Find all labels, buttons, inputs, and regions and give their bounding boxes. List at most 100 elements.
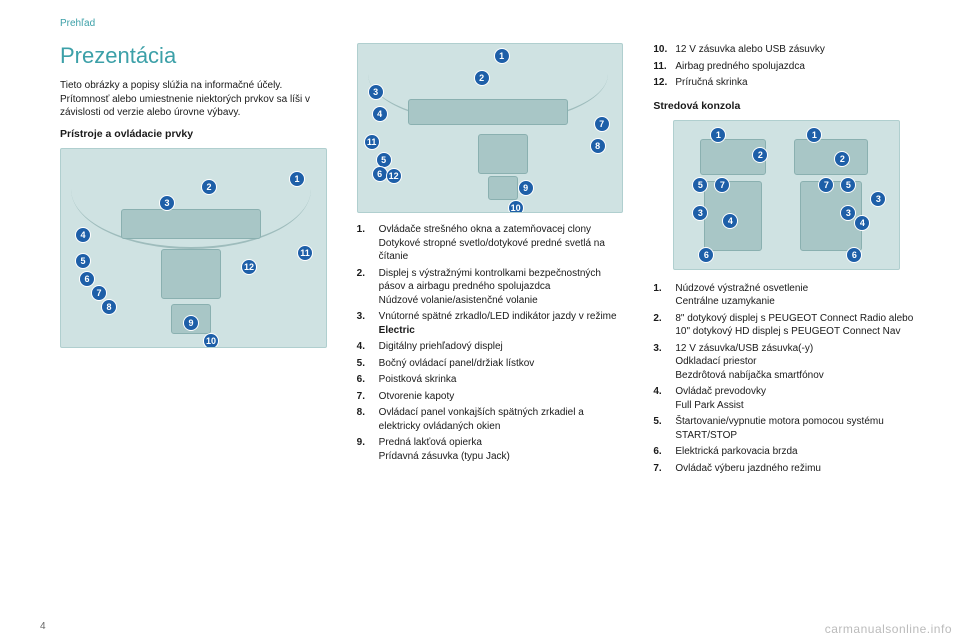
callout-badge: 1 (289, 171, 305, 187)
list-item: 4.Ovládač prevodovkyFull Park Assist (653, 385, 920, 412)
callout-badge: 4 (372, 106, 388, 122)
list-item-line: Núdzové volanie/asistenčné volanie (379, 294, 624, 308)
callout-badge: 6 (698, 247, 714, 263)
list-item-line: Vnútorné spätné zrkadlo/LED indikátor ja… (379, 310, 624, 337)
list-item-line: Bezdrôtová nabíjačka smartfónov (675, 369, 920, 383)
callout-badge: 8 (101, 299, 117, 315)
list-item-number: 5. (357, 357, 379, 371)
column-1: Prezentácia Tieto obrázky a popisy slúži… (60, 43, 327, 478)
list-item-text: Vnútorné spätné zrkadlo/LED indikátor ja… (379, 310, 624, 337)
callout-badge: 1 (806, 127, 822, 143)
callout-badge: 2 (834, 151, 850, 167)
list-item-text: Núdzové výstražné osvetlenieCentrálne uz… (675, 282, 920, 309)
list-item: 12.Príručná skrinka (653, 76, 920, 90)
list-item-text: Displej s výstražnými kontrolkami bezpeč… (379, 267, 624, 308)
list-item-number: 11. (653, 60, 675, 74)
callout-badge: 7 (714, 177, 730, 193)
callout-badge: 9 (518, 180, 534, 196)
list-item-text: Digitálny priehľadový displej (379, 340, 624, 354)
list-item-number: 1. (357, 223, 379, 264)
list-item: 5.Bočný ovládací panel/držiak lístkov (357, 357, 624, 371)
list-item-text: Ovládače strešného okna a zatemňovacej c… (379, 223, 624, 264)
callout-badge: 7 (91, 285, 107, 301)
list-item: 9.Predná lakťová opierkaPrídavná zásuvka… (357, 436, 624, 463)
list-item-text: Bočný ovládací panel/držiak lístkov (379, 357, 624, 371)
list-item: 6.Elektrická parkovacia brzda (653, 445, 920, 459)
list-item-line: Predná lakťová opierka (379, 436, 624, 450)
bold-word: Electric (379, 325, 415, 336)
column-3: 10.12 V zásuvka alebo USB zásuvky11.Airb… (653, 43, 920, 478)
list-item-number: 5. (653, 415, 675, 442)
manual-page: Prehľad Prezentácia Tieto obrázky a popi… (0, 0, 960, 640)
column-2: 123411561278910 1.Ovládače strešného okn… (357, 43, 624, 478)
callout-badge: 5 (75, 253, 91, 269)
list-item-number: 7. (357, 390, 379, 404)
list-item-line: Otvorenie kapoty (379, 390, 624, 404)
list-item-line: Ovládač výberu jazdného režimu (675, 462, 920, 476)
watermark: carmanualsonline.info (825, 622, 952, 636)
list-item-text: Ovládač výberu jazdného režimu (675, 462, 920, 476)
list-item-line: Digitálny priehľadový displej (379, 340, 624, 354)
list-item-line: 12 V zásuvka/USB zásuvka(-y) (675, 342, 920, 356)
callout-badge: 6 (79, 271, 95, 287)
page-number: 4 (40, 621, 46, 632)
list-item: 7.Ovládač výberu jazdného režimu (653, 462, 920, 476)
list-item-line: Dotykové stropné svetlo/dotykové predné … (379, 237, 624, 264)
list-item-number: 12. (653, 76, 675, 90)
callout-badge: 4 (722, 213, 738, 229)
heading-console: Stredová konzola (653, 100, 920, 112)
callout-badge: 9 (183, 315, 199, 331)
callout-badge: 5 (840, 177, 856, 193)
list-item: 3.Vnútorné spätné zrkadlo/LED indikátor … (357, 310, 624, 337)
callout-badge: 12 (241, 259, 257, 275)
list-item: 1.Núdzové výstražné osvetlenieCentrálne … (653, 282, 920, 309)
list-item-number: 6. (653, 445, 675, 459)
console-list: 1.Núdzové výstražné osvetlenieCentrálne … (653, 282, 920, 476)
page-title: Prezentácia (60, 43, 327, 69)
callout-badge: 5 (692, 177, 708, 193)
list-item-line: Odkladací priestor (675, 355, 920, 369)
list-item-line: Príručná skrinka (675, 76, 920, 90)
list-item: 7.Otvorenie kapoty (357, 390, 624, 404)
list-item: 4.Digitálny priehľadový displej (357, 340, 624, 354)
list-item-number: 10. (653, 43, 675, 57)
list-item-number: 3. (357, 310, 379, 337)
list-item-line: Prídavná zásuvka (typu Jack) (379, 450, 624, 464)
lead-text: Tieto obrázky a popisy slúžia na informa… (60, 79, 327, 120)
section-label: Prehľad (60, 18, 920, 29)
callout-badge: 6 (846, 247, 862, 263)
list-item-text: Ovládací panel vonkajších spätných zrkad… (379, 406, 624, 433)
list-item-line: Bočný ovládací panel/držiak lístkov (379, 357, 624, 371)
list-item-number: 7. (653, 462, 675, 476)
list-item-text: Airbag predného spolujazdca (675, 60, 920, 74)
instruments-list: 1.Ovládače strešného okna a zatemňovacej… (357, 223, 624, 463)
list-item: 10.12 V zásuvka alebo USB zásuvky (653, 43, 920, 57)
list-item-text: Štartovanie/vypnutie motora pomocou syst… (675, 415, 920, 442)
callout-badge: 4 (854, 215, 870, 231)
list-item-text: Predná lakťová opierkaPrídavná zásuvka (… (379, 436, 624, 463)
list-item: 2.8" dotykový displej s PEUGEOT Connect … (653, 312, 920, 339)
list-item: 5.Štartovanie/vypnutie motora pomocou sy… (653, 415, 920, 442)
list-item-line: Poistková skrinka (379, 373, 624, 387)
list-item-text: Poistková skrinka (379, 373, 624, 387)
list-item-number: 2. (357, 267, 379, 308)
callout-badge: 1 (710, 127, 726, 143)
list-item-line: 12 V zásuvka alebo USB zásuvky (675, 43, 920, 57)
list-item-text: Ovládač prevodovkyFull Park Assist (675, 385, 920, 412)
callout-badge: 11 (364, 134, 380, 150)
list-item-line: Ovládač prevodovky (675, 385, 920, 399)
list-item-text: Elektrická parkovacia brzda (675, 445, 920, 459)
figure-dashboard-angle: 123411561278910 (357, 43, 624, 213)
callout-badge: 8 (590, 138, 606, 154)
list-item-line: Full Park Assist (675, 399, 920, 413)
list-item-number: 4. (653, 385, 675, 412)
list-item-text: 12 V zásuvka alebo USB zásuvky (675, 43, 920, 57)
list-item-number: 2. (653, 312, 675, 339)
list-item-line: Airbag predného spolujazdca (675, 60, 920, 74)
callout-badge: 12 (386, 168, 402, 184)
list-item-number: 3. (653, 342, 675, 383)
list-item: 2.Displej s výstražnými kontrolkami bezp… (357, 267, 624, 308)
instruments-list-continued: 10.12 V zásuvka alebo USB zásuvky11.Airb… (653, 43, 920, 90)
list-item-line: Štartovanie/vypnutie motora pomocou syst… (675, 415, 920, 442)
list-item-text: 8" dotykový displej s PEUGEOT Connect Ra… (675, 312, 920, 339)
